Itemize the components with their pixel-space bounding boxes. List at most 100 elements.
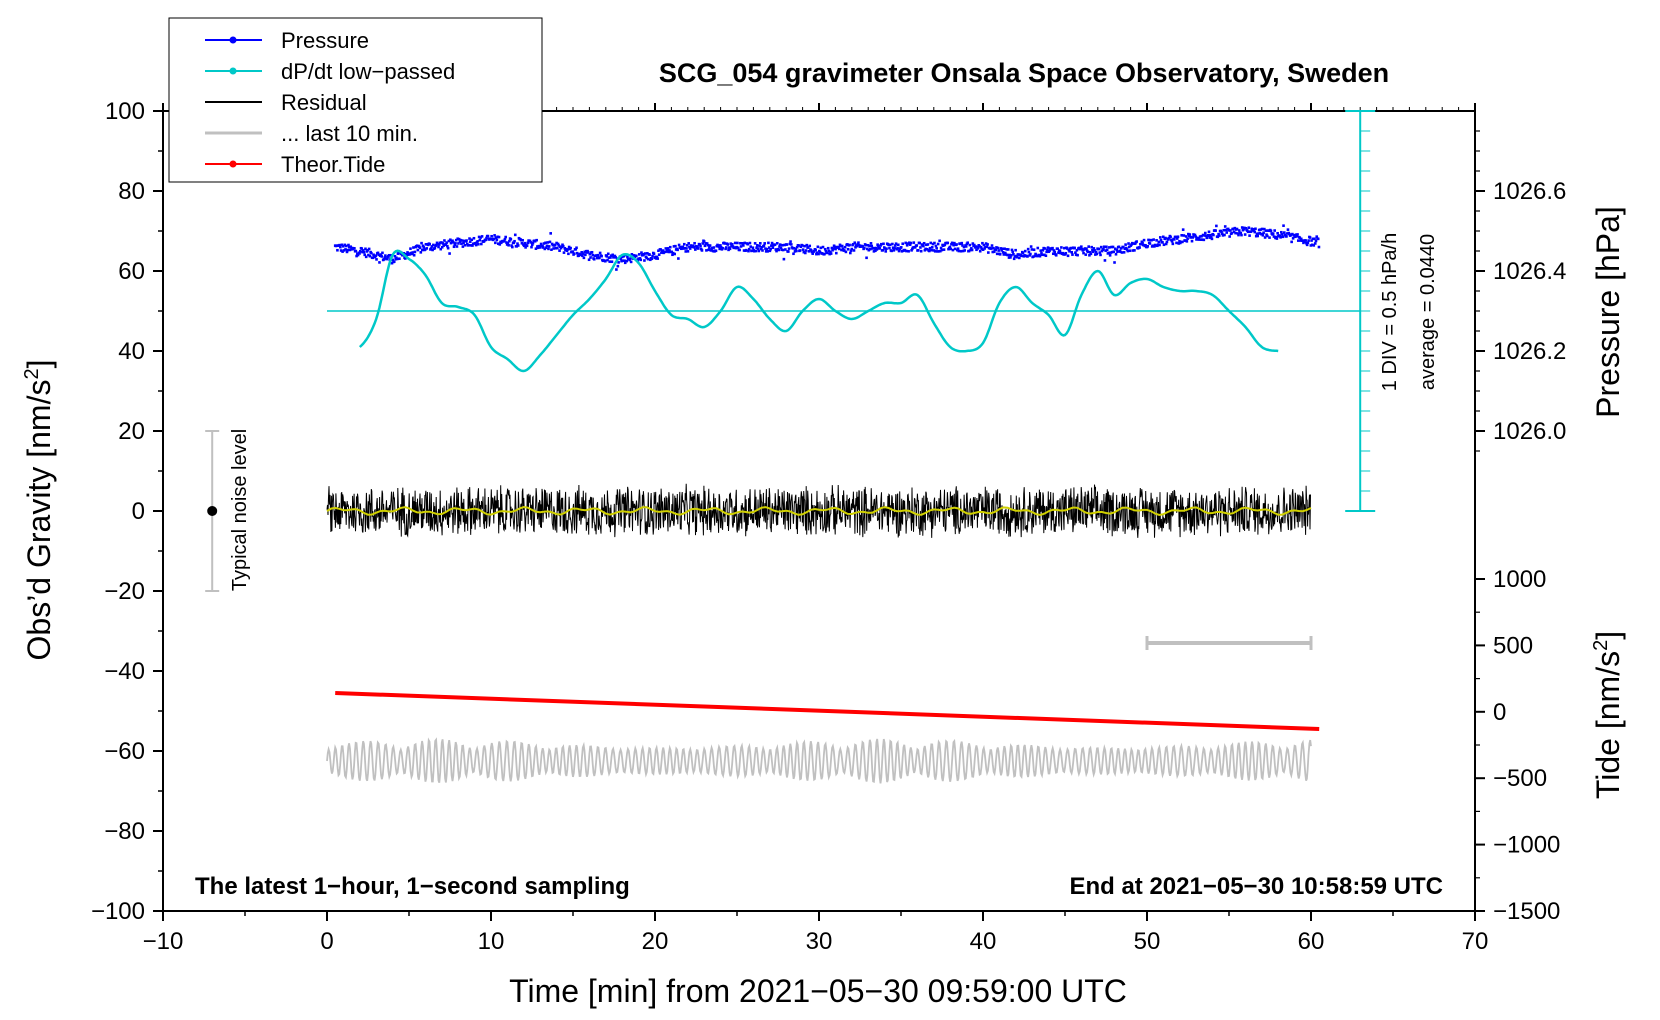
pressure-point [961,244,964,247]
pressure-point [758,241,762,245]
pressure-point [1020,254,1023,258]
pressure-point [792,252,795,256]
pressure-point [1207,230,1211,234]
pressure-point [558,245,562,248]
pressure-point [446,244,449,248]
pressure-point [412,253,416,257]
pressure-point [492,237,496,241]
pressure-point [815,252,818,256]
pressure-point [1268,236,1271,239]
pressure-point [940,248,944,252]
pressure-point [1265,233,1268,236]
pressure-point [657,253,661,256]
pressure-point [1088,250,1092,254]
pressure-point [949,247,952,251]
pressure-point [685,247,688,250]
pressure-point [379,253,383,256]
pressure-point [870,244,874,248]
pressure-point [781,248,785,252]
pressure-point [1113,247,1117,251]
pressure-point [655,255,659,259]
pressure-point [605,255,609,258]
pressure-point [1255,232,1259,236]
tide-tick-label: 500 [1493,632,1533,659]
pressure-point [1087,245,1090,248]
pressure-point [1113,261,1116,264]
last10min-series [326,737,1312,784]
pressure-point [1053,250,1057,254]
pressure-point [727,248,730,252]
pressure-point [1232,230,1236,234]
pressure-point [561,244,565,248]
pressure-point [1164,242,1168,246]
pressure-point [1201,233,1205,237]
pressure-point [513,239,516,243]
pressure-point [1174,235,1178,239]
pressure-point [987,251,990,254]
pressure-point [846,243,849,246]
pressure-point [632,254,636,257]
y-title-tide-sup: 2 [1590,640,1612,651]
pressure-point [992,250,996,254]
pressure-point [763,242,767,245]
pressure-point [1119,250,1122,254]
pressure-point [606,252,610,256]
pressure-point [410,252,414,256]
pressure-point [971,242,975,245]
pressure-point [1170,239,1174,243]
pressure-point [1057,251,1060,255]
pressure-point [883,247,887,250]
pressure-point [615,268,618,271]
pressure-point [498,243,502,246]
pressure-point [345,250,349,254]
pressure-point [1258,231,1262,235]
pressure-point [804,251,807,255]
pressure-point [939,249,942,253]
pressure-point [918,241,921,245]
pressure-point [507,243,510,247]
pressure-point [1067,248,1071,252]
pressure-point [523,241,527,245]
pressure-point [749,245,752,248]
pressure-point [1240,226,1244,229]
pressure-point [744,248,748,252]
pressure-point [843,245,847,249]
pressure-point [877,245,880,248]
pressure-point [997,249,1000,252]
pressure-point [623,259,626,263]
pressure-point [437,243,441,246]
pressure-point [1214,229,1217,232]
pressure-point [1051,252,1055,256]
pressure-point [1276,231,1279,235]
pressure-point [1123,247,1127,251]
pressure-point [783,243,786,247]
pressure-point [546,241,550,244]
pressure-point [1105,248,1109,252]
y-tick-label: 20 [118,418,145,445]
pressure-point [875,248,879,251]
pressure-point [630,253,634,256]
pressure-point [1051,246,1054,250]
pressure-point [1071,253,1074,256]
pressure-point [1161,241,1164,244]
pressure-point [1210,237,1214,241]
pressure-point [851,242,855,246]
pressure-point [468,240,472,243]
pressure-point [508,239,511,243]
pressure-point [560,245,564,249]
pressure-point [1117,245,1121,249]
pressure-point [1111,250,1114,254]
pressure-point [1296,233,1299,236]
pressure-point [521,238,524,242]
pressure-point [607,256,611,259]
pressure-point [1142,238,1146,242]
pressure-point [802,250,806,254]
pressure-point [367,253,370,257]
pressure-point [1154,244,1158,247]
pressure-point [706,243,710,247]
pressure-point [657,249,660,252]
pressure-point [1091,250,1095,254]
pressure-point [1161,235,1165,239]
pressure-point [956,248,959,252]
pressure-point [974,245,978,248]
